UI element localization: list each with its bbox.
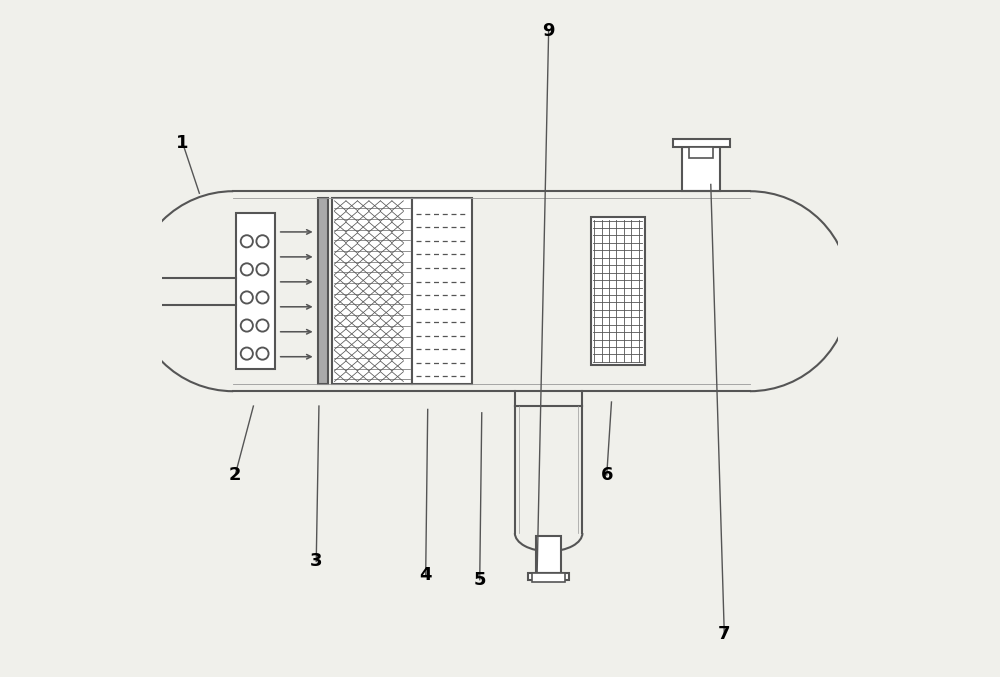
Bar — [591, 217, 645, 365]
Text: 7: 7 — [718, 626, 731, 643]
Bar — [532, 573, 565, 582]
Bar — [318, 198, 328, 385]
Bar — [236, 213, 275, 369]
Bar — [89, 271, 96, 311]
Bar — [412, 198, 472, 385]
Text: 2: 2 — [229, 466, 241, 484]
Bar — [689, 148, 713, 158]
Text: 6: 6 — [600, 466, 613, 484]
Bar — [682, 148, 720, 191]
Text: 4: 4 — [419, 566, 432, 584]
Text: 9: 9 — [542, 22, 555, 40]
Bar — [536, 536, 561, 573]
Text: 3: 3 — [310, 552, 322, 571]
Text: 5: 5 — [473, 571, 486, 589]
Bar — [332, 198, 412, 385]
Bar — [673, 139, 730, 148]
Text: 1: 1 — [176, 133, 189, 152]
Bar — [96, 274, 101, 308]
Bar — [528, 573, 569, 580]
